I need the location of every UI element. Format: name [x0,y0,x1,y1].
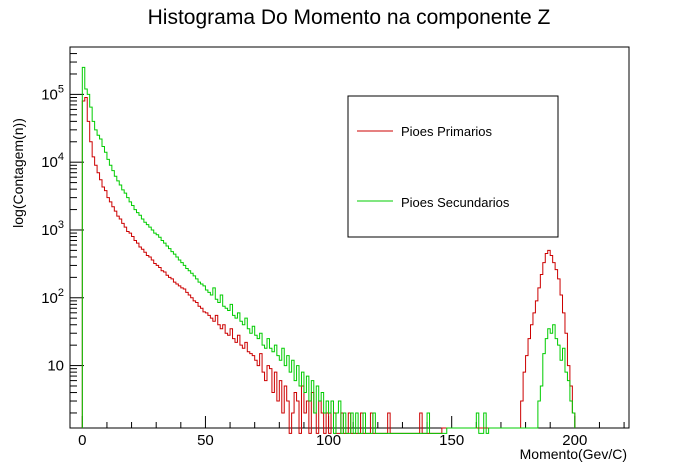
x-tick-label: 200 [562,432,587,449]
y-tick-base: 10 [41,86,58,103]
y-tick-exponent: 3 [58,219,64,231]
legend-box [347,95,559,238]
x-tick-label: 150 [439,432,464,449]
x-tick-label: 0 [78,432,86,449]
y-tick-label: 102 [41,287,64,307]
legend-label-secundarios: Pioes Secundarios [401,195,510,210]
histogram-line-secundarios [81,66,576,434]
histogram-series [81,66,576,434]
x-tick-label: 50 [197,432,214,449]
legend-label-primarios: Pioes Primarios [401,124,493,139]
y-tick-label: 10 [47,358,64,375]
x-tick-label: 100 [316,432,341,449]
plot-frame [69,46,630,429]
y-tick-label: 105 [41,83,64,103]
y-tick-exponent: 4 [58,151,64,163]
y-tick-exponent: 5 [58,83,64,95]
chart-title: Histograma Do Momento na componente Z [148,6,551,29]
y-tick-label: 104 [41,151,64,171]
y-tick-base: 10 [41,222,58,239]
y-axis-label: log(Contagem(n)) [10,118,26,228]
legend: Pioes Primarios Pioes Secundarios [347,95,559,238]
x-axis-label: Momento(Gev/C) [520,446,627,462]
y-tick-label: 103 [41,219,64,239]
y-tick-base: 10 [41,154,58,171]
y-tick-base: 10 [41,290,58,307]
y-tick-exponent: 2 [58,287,64,299]
